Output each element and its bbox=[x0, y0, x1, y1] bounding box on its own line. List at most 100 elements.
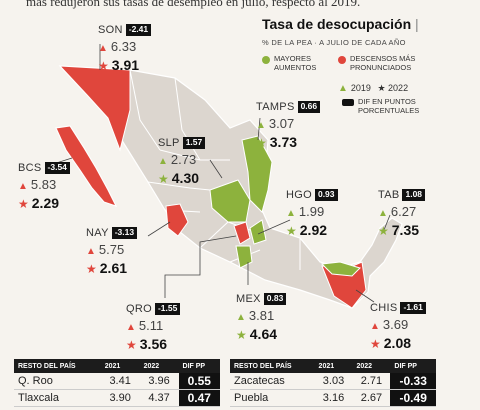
state-hgo: HGO 0.93 ▲ 1.99 ★ 2.92 bbox=[286, 185, 338, 240]
state-name: BCS bbox=[18, 162, 42, 174]
dif-badge: -1.61 bbox=[400, 302, 426, 314]
state-son-shape bbox=[58, 65, 131, 152]
state-tamps: TAMPS 0.66 ▲ 3.07 ★ 3.73 bbox=[256, 97, 321, 152]
value-cell: 3.03 bbox=[314, 373, 353, 390]
triangle-icon: ▲ bbox=[256, 120, 266, 132]
state-qro-shape bbox=[233, 221, 251, 245]
rest-of-country-table-left: RESTO DEL PAÍS 2021 2022 DIF PP Q. Roo 3… bbox=[14, 359, 220, 407]
value-2019: 3.07 bbox=[268, 116, 295, 132]
increase-dot-icon bbox=[262, 56, 270, 64]
star-icon: ★ bbox=[256, 135, 267, 150]
value-2019: 2.73 bbox=[170, 152, 197, 168]
state-chis: CHIS -1.61 ▲ 3.69 ★ 2.08 bbox=[370, 298, 426, 353]
header-cell: DIF PP bbox=[178, 359, 220, 373]
table-row: Q. Roo 3.41 3.96 0.55 bbox=[14, 373, 220, 390]
value-2019: 6.33 bbox=[110, 39, 137, 55]
triangle-icon: ▲ bbox=[286, 208, 296, 220]
value-2022: 3.91 bbox=[111, 56, 140, 73]
value-2022: 2.08 bbox=[383, 334, 412, 351]
state-bcs-shape bbox=[55, 125, 117, 207]
triangle-icon: ▲ bbox=[338, 83, 348, 94]
state-slp-shape bbox=[209, 179, 251, 223]
table-row: Puebla 3.16 2.67 -0.49 bbox=[230, 389, 436, 407]
table-row: Tlaxcala 3.90 4.37 0.47 bbox=[14, 389, 220, 407]
triangle-icon: ▲ bbox=[378, 208, 388, 220]
value-2022: 2.92 bbox=[299, 221, 328, 238]
state-name: SLP bbox=[158, 137, 180, 149]
star-icon: ★ bbox=[378, 223, 389, 238]
state-name: NAY bbox=[86, 227, 109, 239]
decrease-dot-icon bbox=[338, 56, 346, 64]
value-cell: 2.67 bbox=[352, 389, 391, 407]
triangle-icon: ▲ bbox=[98, 43, 108, 55]
legend-subtitle: % DE LA PEA · A JULIO DE CADA AÑO bbox=[262, 38, 406, 47]
state-name: TAMPS bbox=[256, 101, 295, 113]
headline: más redujeron sus tasas de desempleo en … bbox=[26, 0, 361, 9]
value-2022: 4.64 bbox=[249, 325, 278, 342]
dif-badge: 0.93 bbox=[314, 189, 338, 201]
star-icon: ★ bbox=[370, 336, 381, 351]
dif-cell: 0.55 bbox=[178, 373, 220, 390]
table-header: RESTO DEL PAÍS 2021 2022 DIF PP bbox=[14, 359, 220, 373]
value-cell: 3.96 bbox=[139, 373, 179, 390]
state-nay: NAY -3.13 ▲ 5.75 ★ 2.61 bbox=[86, 223, 138, 278]
dif-box-icon bbox=[342, 99, 354, 106]
dif-badge: 1.08 bbox=[402, 189, 426, 201]
value-2019: 6.27 bbox=[390, 204, 417, 220]
value-cell: 4.37 bbox=[139, 389, 179, 407]
value-2022: 4.30 bbox=[171, 169, 200, 186]
value-cell: 3.16 bbox=[314, 389, 353, 407]
value-cell: 3.90 bbox=[100, 389, 140, 407]
value-2019: 5.11 bbox=[138, 318, 164, 334]
state-tab: TAB 1.08 ▲ 6.27 ★ 7.35 bbox=[378, 185, 426, 240]
state-bcs: BCS -3.54 ▲ 5.83 ★ 2.29 bbox=[18, 158, 70, 213]
legend-increase: MAYORES AUMENTOS bbox=[274, 54, 317, 72]
state-name: CHIS bbox=[370, 302, 398, 314]
state-tamps-shape bbox=[241, 135, 273, 213]
dif-badge: -1.55 bbox=[154, 303, 181, 315]
state-hgo-shape bbox=[249, 219, 267, 245]
star-icon: ★ bbox=[377, 83, 386, 93]
value-2019: 5.83 bbox=[30, 177, 57, 193]
header-cell: RESTO DEL PAÍS bbox=[14, 359, 101, 373]
table-row: Zacatecas 3.03 2.71 -0.33 bbox=[230, 373, 436, 390]
header-cell: 2021 bbox=[100, 359, 140, 373]
header-cell: 2022 bbox=[139, 359, 179, 373]
triangle-icon: ▲ bbox=[370, 321, 380, 333]
state-cell: Puebla bbox=[230, 389, 315, 407]
legend-years: ▲ 2019 ★ 2022 bbox=[338, 83, 409, 94]
triangle-icon: ▲ bbox=[126, 322, 136, 334]
state-name: SON bbox=[98, 24, 123, 36]
value-2022: 3.56 bbox=[139, 335, 168, 352]
state-mex: MEX 0.83 ▲ 3.81 ★ 4.64 bbox=[236, 289, 287, 344]
star-icon: ★ bbox=[126, 337, 137, 352]
dif-badge: -2.41 bbox=[125, 24, 152, 36]
state-name: HGO bbox=[286, 189, 312, 201]
state-son: SON -2.41 ▲ 6.33 ★ 3.91 bbox=[98, 20, 152, 75]
star-icon: ★ bbox=[236, 327, 247, 342]
dif-badge: -3.54 bbox=[44, 162, 70, 174]
star-icon: ★ bbox=[18, 196, 29, 211]
state-nay-shape bbox=[165, 203, 189, 237]
dif-cell: -0.49 bbox=[390, 389, 436, 407]
legend-dif: DIF EN PUNTOS PORCENTUALES bbox=[358, 97, 420, 115]
triangle-icon: ▲ bbox=[18, 181, 28, 193]
header-cell: 2022 bbox=[352, 359, 391, 373]
legend: Tasa de desocupación | % DE LA PEA · A J… bbox=[262, 16, 472, 115]
state-name: MEX bbox=[236, 293, 261, 305]
star-icon: ★ bbox=[98, 58, 109, 73]
value-2019: 5.75 bbox=[98, 242, 125, 258]
value-2019: 3.69 bbox=[382, 317, 409, 333]
dif-badge: -3.13 bbox=[111, 227, 138, 239]
state-tab-shape bbox=[320, 261, 361, 277]
dif-cell: 0.47 bbox=[178, 389, 220, 407]
legend-decrease: DESCENSOS MÁS PRONUNCIADOS bbox=[350, 54, 416, 72]
triangle-icon: ▲ bbox=[86, 246, 96, 258]
star-icon: ★ bbox=[286, 223, 297, 238]
header-cell: 2021 bbox=[314, 359, 353, 373]
state-cell: Q. Roo bbox=[14, 373, 101, 390]
value-2019: 1.99 bbox=[298, 204, 325, 220]
dif-badge: 1.57 bbox=[182, 137, 206, 149]
value-2022: 7.35 bbox=[391, 221, 420, 238]
